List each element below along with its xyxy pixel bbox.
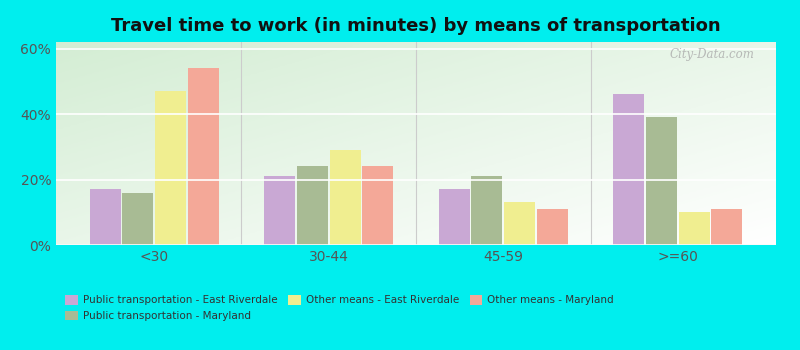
Bar	[613, 94, 644, 245]
Bar	[90, 189, 121, 245]
Bar	[711, 209, 742, 245]
Bar	[330, 150, 361, 245]
Bar	[362, 166, 394, 245]
Bar	[504, 202, 535, 245]
Bar	[438, 189, 470, 245]
Bar	[646, 117, 677, 245]
Bar	[188, 68, 219, 245]
Bar	[471, 176, 502, 245]
Bar	[678, 212, 710, 245]
Legend: Public transportation - East Riverdale, Public transportation - Maryland, Other : Public transportation - East Riverdale, …	[62, 291, 618, 325]
Bar	[297, 166, 328, 245]
Bar	[264, 176, 295, 245]
Title: Travel time to work (in minutes) by means of transportation: Travel time to work (in minutes) by mean…	[111, 17, 721, 35]
Bar	[122, 193, 154, 245]
Bar	[537, 209, 568, 245]
Bar	[155, 91, 186, 245]
Text: City-Data.com: City-Data.com	[670, 48, 754, 61]
